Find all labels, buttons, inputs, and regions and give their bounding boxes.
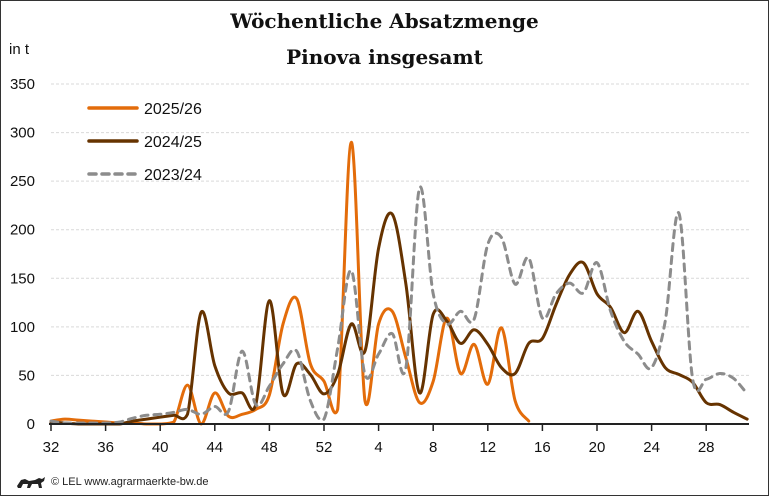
legend-label: 2025/26: [144, 101, 202, 118]
x-tick-label: 8: [429, 439, 437, 456]
x-tick-label: 24: [643, 439, 660, 456]
lion-logo-icon: [17, 477, 45, 488]
y-tick-label: 300: [10, 125, 35, 142]
x-tick-label: 36: [97, 439, 114, 456]
y-axis-unit-label: in t: [9, 41, 30, 58]
x-tick-label: 12: [479, 439, 496, 456]
chart-title-line-1: Wöchentliche Absatzmenge: [230, 9, 539, 33]
x-tick-label: 28: [698, 439, 715, 456]
series-line-2024-25: [49, 211, 749, 426]
footer: © LEL www.agrarmaerkte-bw.de: [15, 474, 209, 490]
x-tick-label: 16: [534, 439, 551, 456]
legend-label: 2024/25: [144, 134, 202, 151]
y-tick-label: 150: [10, 270, 35, 287]
legend-label: 2023/24: [144, 167, 202, 184]
x-tick-label: 40: [152, 439, 169, 456]
x-tick-label: 32: [43, 439, 60, 456]
x-tick-label: 48: [261, 439, 278, 456]
copyright-text: © LEL www.agrarmaerkte-bw.de: [51, 476, 209, 488]
chart-title-line-2: Pinova insgesamt: [286, 45, 483, 69]
y-tick-label: 0: [27, 416, 35, 433]
series-line-2023-24: [49, 185, 749, 425]
y-tick-label: 350: [10, 76, 35, 93]
x-tick-label: 44: [206, 439, 223, 456]
x-tick-label: 52: [316, 439, 333, 456]
y-tick-label: 50: [18, 367, 35, 384]
y-tick-label: 250: [10, 173, 35, 190]
y-tick-label: 100: [10, 319, 35, 336]
x-tick-label: 20: [589, 439, 606, 456]
y-tick-label: 200: [10, 222, 35, 239]
x-tick-label: 4: [374, 439, 382, 456]
